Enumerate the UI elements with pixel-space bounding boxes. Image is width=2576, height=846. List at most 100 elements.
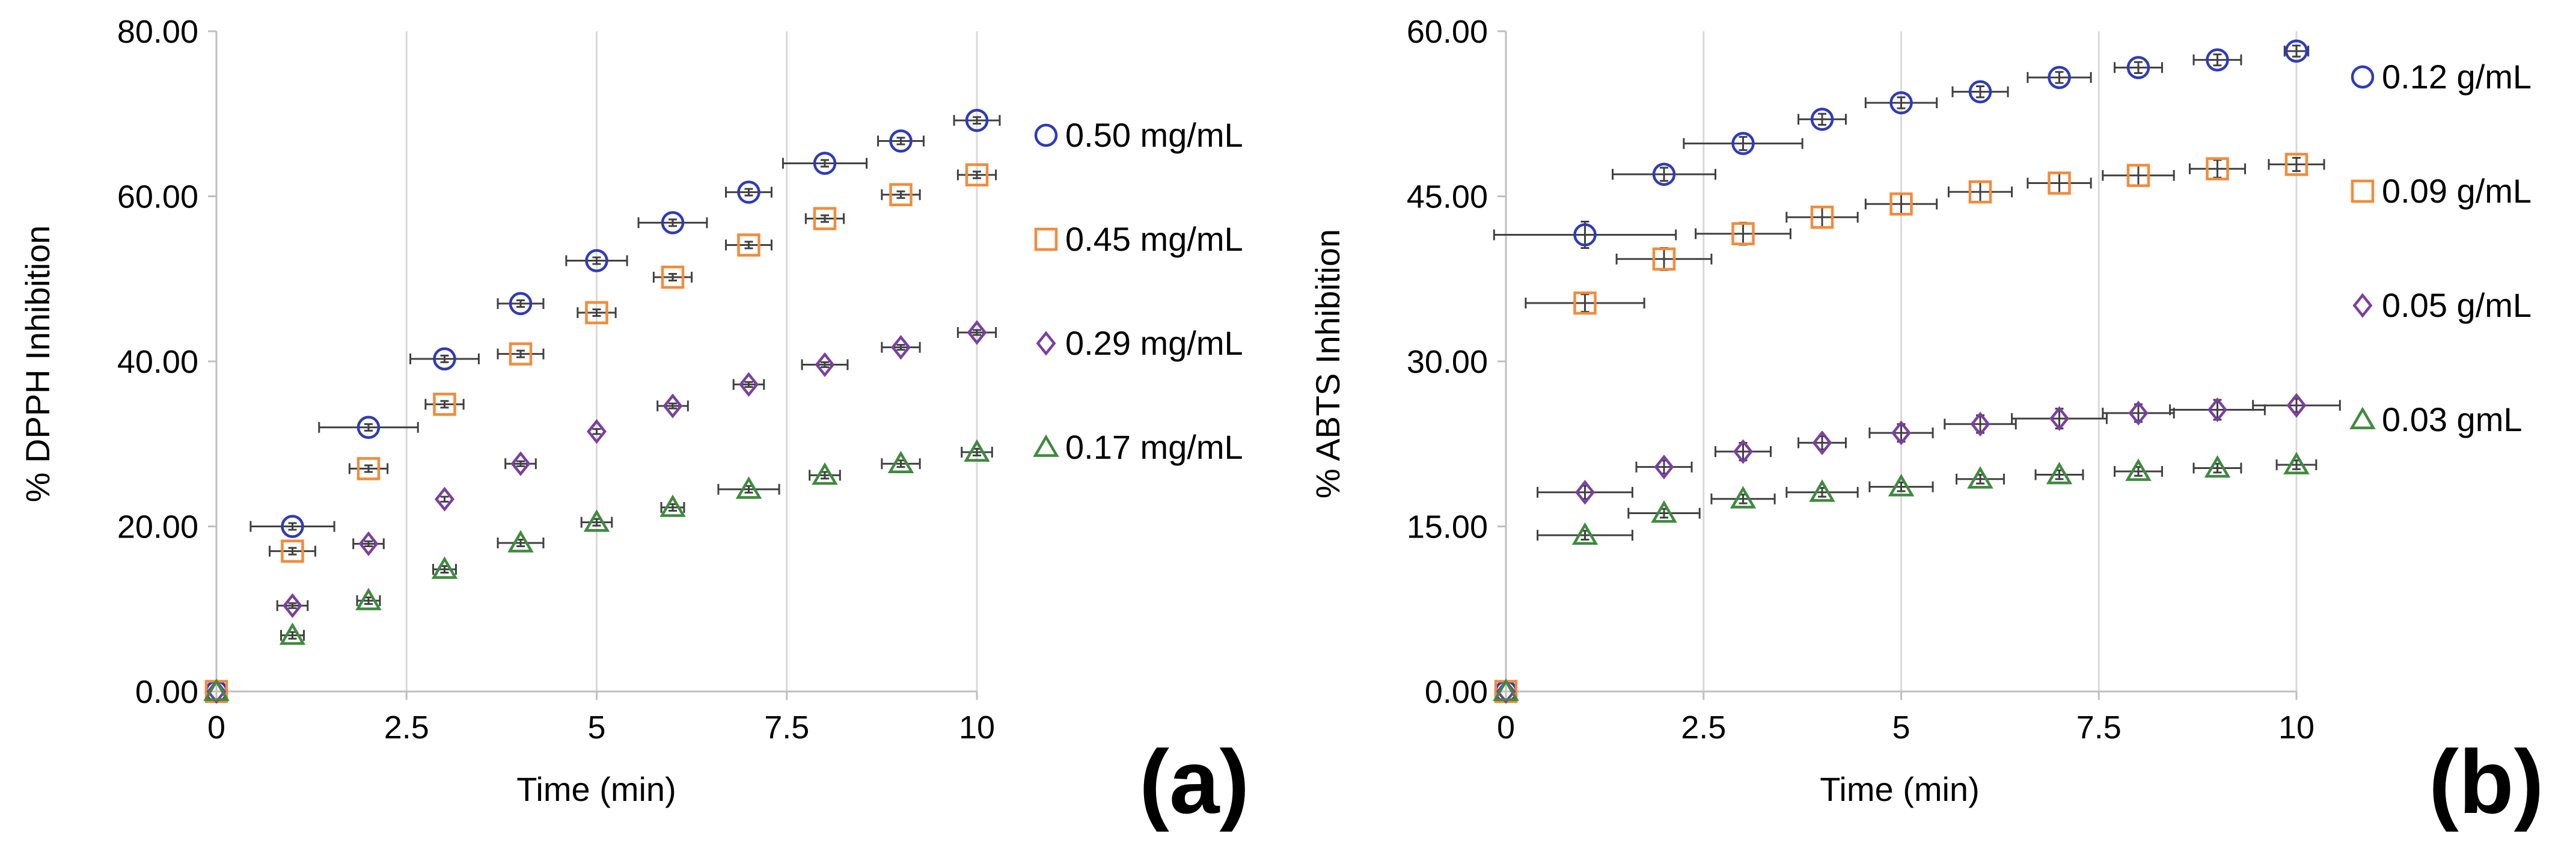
data-point [1810,206,1834,229]
data-point [283,593,302,618]
data-point [964,439,990,462]
data-point [356,457,381,480]
y-error-bar [2292,44,2301,58]
data-point [1809,479,1835,502]
data-point [1889,192,1913,216]
data-point [1968,180,1992,204]
data-point [2126,56,2150,79]
y-error-bar [364,540,373,547]
y-error-bar [668,273,677,281]
data-point [587,419,607,444]
x-axis-title: Time (min) [516,770,676,808]
data-point [889,129,913,153]
y-axis-title: % ABTS Inhibition [1309,229,1347,498]
data-point [1731,222,1755,245]
legend-marker [1033,434,1059,457]
y-tick-label: 30.00 [1407,344,1488,380]
data-point [812,462,838,485]
y-error-bar [364,464,373,473]
data-point [356,415,381,440]
x-axis-title: Time (min) [1820,770,1979,808]
legend-entry: 0.50 mg/mL [1034,116,1243,154]
panel-label: (a) [1139,731,1249,832]
data-point [662,393,683,418]
y-tick-label: 60.00 [1407,14,1488,50]
y-tick-label: 45.00 [1407,179,1488,215]
y-error-bar [2134,61,2143,75]
data-point [1888,474,1915,497]
data-point [1970,411,1990,437]
data-point [1967,466,1993,489]
data-point [2283,452,2310,474]
data-point [2206,48,2229,72]
legend-marker [1034,227,1058,251]
data-point [203,678,230,701]
data-point [1730,486,1757,509]
y-error-bar [1739,136,1748,152]
data-point [1571,522,1599,545]
y-tick-label: 60.00 [117,179,198,215]
legend-entry: 0.45 mg/mL [1034,220,1243,258]
legend-label: 0.50 mg/mL [1065,116,1243,154]
data-point [2046,462,2073,485]
legend-marker [1034,123,1058,147]
x-tick-label: 2.5 [384,710,429,746]
legend-label: 0.03 gmL [2382,400,2522,438]
y-axis-title: % DPPH Inhibition [19,225,57,503]
data-point [2206,157,2229,180]
y-error-bar [516,460,525,467]
data-point [431,556,458,579]
data-point [737,233,760,257]
data-point [281,539,304,563]
legend-label: 0.17 mg/mL [1065,428,1243,466]
data-point [507,530,534,553]
y-error-bar [440,400,449,409]
legend-entry: 0.29 mg/mL [1036,324,1243,362]
legend-entry: 0.03 gmL [2349,400,2522,438]
y-error-bar [288,522,297,531]
y-error-bar [896,136,905,146]
data-point [433,347,456,371]
data-point [813,207,837,230]
y-error-bar [364,423,373,432]
panel-label: (b) [2429,731,2544,832]
y-error-bar [516,349,525,358]
y-error-bar [821,214,829,223]
data-point [2049,406,2069,431]
data-point [279,622,306,645]
data-point [2128,400,2149,426]
data-point [2207,397,2227,423]
data-point [2048,171,2071,195]
data-point [509,292,533,316]
legend-marker [2351,179,2375,203]
data-point [1651,500,1677,523]
x-tick-label: 7.5 [764,710,809,746]
x-tick-label: 2.5 [1681,710,1726,746]
data-point [965,163,989,187]
x-tick-label: 5 [587,710,605,746]
legend-label: 0.29 mg/mL [1065,324,1243,362]
chart-panel-b: 0.00 15.00 30.00 45.00 60.00 0 2.5 5 7.5 10 Time … [1309,14,2544,832]
y-tick-label: 0.00 [135,674,198,710]
data-point [1654,455,1674,480]
x-tick-label: 5 [1892,710,1910,746]
data-point [1493,678,1519,701]
data-point [1733,439,1753,464]
data-point [1891,420,1911,446]
y-error-bar [1897,96,1906,109]
data-point [585,301,608,325]
data-point [1573,291,1597,315]
data-point [891,335,911,360]
legend-label: 0.45 mg/mL [1065,220,1243,258]
x-tick-label: 0 [1497,710,1515,746]
legend-label: 0.12 g/mL [2382,58,2532,96]
data-point [355,587,382,610]
y-error-bar [592,308,601,317]
data-point [510,451,531,476]
y-error-bar [1660,167,1668,182]
legend-marker [1036,331,1056,356]
y-error-bar [744,188,753,197]
y-error-bar [1580,293,1589,313]
y-error-bar [821,159,829,168]
